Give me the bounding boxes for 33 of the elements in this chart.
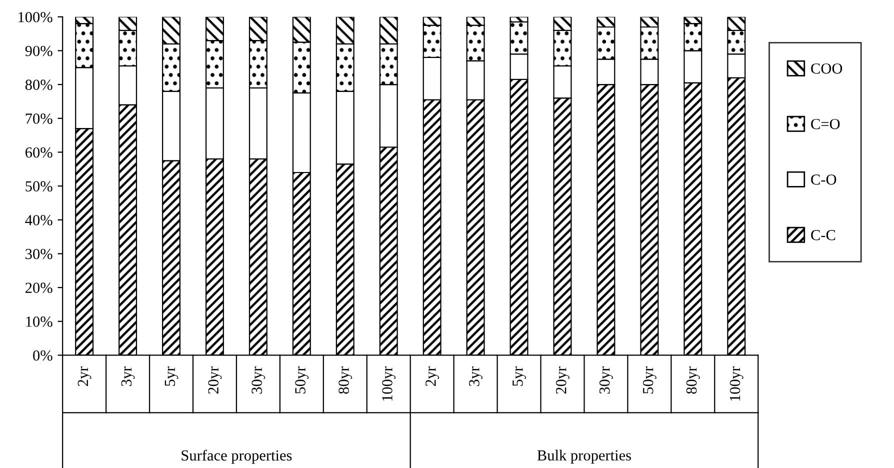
x-tick-label: 100yr — [730, 366, 744, 401]
y-tick-label: 0% — [33, 350, 52, 361]
legend-label: C-O — [811, 174, 836, 185]
x-tick-label: 50yr — [642, 366, 656, 394]
y-tick-label: 80% — [25, 80, 52, 90]
text: Bulk properties — [537, 450, 631, 464]
x-tick-label: 2yr — [78, 366, 92, 386]
y-tick-label: 50% — [26, 181, 52, 192]
x-tick-label: 80yr — [686, 366, 700, 394]
text: Surface properties — [182, 450, 292, 464]
x-tick-label: 5yr — [164, 366, 178, 386]
legend-label: C-C — [811, 230, 836, 240]
x-tick-label: 30yr — [252, 366, 266, 394]
x-tick-label: 3yr — [469, 366, 482, 386]
y-tick-label: 100% — [18, 12, 52, 22]
x-tick-label: 80yr — [338, 366, 352, 394]
y-tick-label: 30% — [26, 248, 52, 260]
x-tick-label: 20yr — [208, 366, 222, 394]
y-tick-label: 90% — [25, 46, 52, 56]
legend-label: COO — [811, 63, 842, 74]
x-tick-label: 30yr — [599, 366, 613, 394]
x-tick-label: 3yr — [121, 366, 135, 386]
x-tick-label: 20yr — [556, 366, 570, 394]
legend-label: C=O — [811, 118, 840, 130]
x-tick-label: 100yr — [382, 366, 396, 401]
y-tick-label: 40% — [25, 215, 52, 226]
y-tick-label: 60% — [26, 147, 52, 158]
x-tick-label: 2yr — [426, 366, 440, 386]
y-tick-label: 70% — [26, 114, 52, 124]
x-tick-label: 50yr — [295, 366, 309, 394]
y-tick-label: 10% — [26, 316, 52, 327]
x-tick-label: 5yr — [512, 366, 526, 386]
y-tick-label: 20% — [26, 282, 52, 294]
